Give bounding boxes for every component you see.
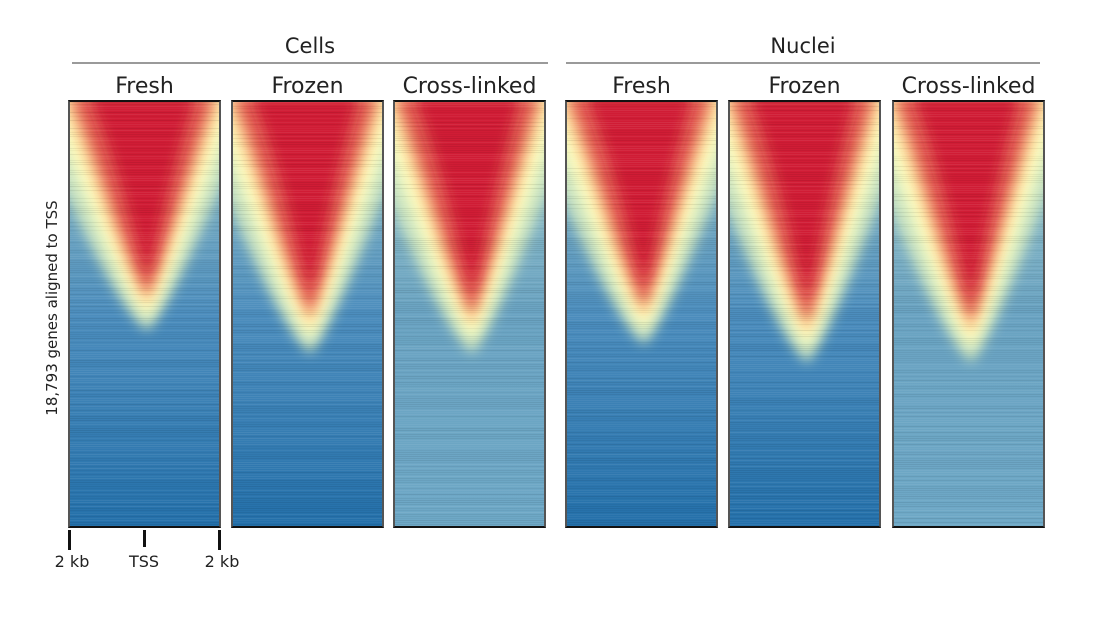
heatmap-panel-cells-frozen: [231, 100, 384, 528]
heatmap-signal-layer: [588, 102, 691, 282]
heatmap-svg: [233, 102, 382, 526]
heatmap-row-texture: [395, 102, 544, 525]
heatmap-row-texture: [894, 102, 1043, 525]
heatmap-signal-layer: [91, 102, 194, 272]
heatmap-signal-layer: [416, 102, 519, 289]
heatmap-signal-layer: [751, 102, 854, 296]
group-line-nuclei: [566, 62, 1040, 64]
group-line-cells: [72, 62, 548, 64]
x-tick-label-left: 2 kb: [54, 552, 90, 571]
panel-title-nuclei-crosslinked: Cross-linked: [901, 74, 1036, 99]
heatmap-row-texture: [567, 106, 716, 525]
heatmap-svg: [395, 102, 544, 526]
heatmap-row-texture: [233, 102, 382, 525]
panel-title-cells-fresh: Fresh: [115, 74, 174, 99]
heatmap-signal-layer: [915, 102, 1018, 296]
heatmap-signal-layer: [254, 102, 357, 289]
x-tick-left: [68, 530, 71, 550]
heatmap-panel-nuclei-frozen: [728, 100, 881, 528]
panel-title-cells-crosslinked: Cross-linked: [402, 74, 537, 99]
heatmap-panel-nuclei-fresh: [565, 100, 718, 528]
x-tick-right: [218, 530, 221, 550]
group-title-nuclei: Nuclei: [770, 34, 836, 58]
x-tick-label-tss: TSS: [128, 552, 160, 571]
heatmap-panel-nuclei-crosslinked: [892, 100, 1045, 528]
heatmap-svg: [730, 102, 879, 526]
panel-title-nuclei-frozen: Frozen: [768, 74, 841, 99]
heatmap-svg: [894, 102, 1043, 526]
heatmap-panel-cells-crosslinked: [393, 100, 546, 528]
panel-title-cells-frozen: Frozen: [271, 74, 344, 99]
heatmap-svg: [70, 102, 219, 526]
y-axis-label: 18,793 genes aligned to TSS: [43, 200, 61, 416]
x-tick-label-right: 2 kb: [204, 552, 240, 571]
panel-title-nuclei-fresh: Fresh: [612, 74, 671, 99]
group-title-cells: Cells: [284, 34, 336, 58]
heatmap-svg: [567, 102, 716, 526]
x-tick-tss: [143, 530, 146, 547]
heatmap-row-texture: [70, 102, 219, 525]
heatmap-panel-cells-fresh: [68, 100, 221, 528]
heatmap-row-texture: [730, 102, 879, 525]
